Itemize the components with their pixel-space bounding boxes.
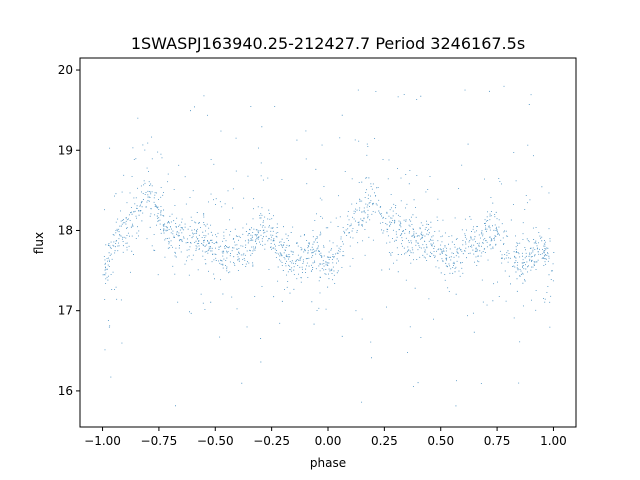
x-axis-label: phase bbox=[310, 456, 346, 470]
x-tick-label: −0.25 bbox=[253, 434, 290, 448]
y-tick-label: 20 bbox=[58, 63, 73, 77]
y-axis-label: flux bbox=[32, 232, 46, 254]
chart-title: 1SWASPJ163940.25-212427.7 Period 3246167… bbox=[131, 34, 525, 53]
x-tick-label: 0.00 bbox=[315, 434, 342, 448]
y-tick-label: 18 bbox=[58, 223, 73, 237]
x-axis-ticks: −1.00 −0.75 −0.50 −0.25 0.00 0.25 0.50 0.75 1.00 bbox=[84, 427, 567, 448]
scatter-points bbox=[102, 85, 555, 407]
x-tick-label: −0.75 bbox=[141, 434, 178, 448]
x-tick-label: 0.75 bbox=[484, 434, 511, 448]
x-tick-label: −1.00 bbox=[84, 434, 121, 448]
y-tick-label: 17 bbox=[58, 304, 73, 318]
x-tick-label: −0.50 bbox=[197, 434, 234, 448]
data-points bbox=[102, 85, 555, 407]
x-tick-label: 0.25 bbox=[371, 434, 398, 448]
x-tick-label: 0.50 bbox=[427, 434, 454, 448]
x-tick-label: 1.00 bbox=[540, 434, 567, 448]
y-axis-ticks: 16 17 18 19 20 bbox=[58, 63, 80, 398]
y-tick-label: 16 bbox=[58, 384, 73, 398]
y-tick-label: 19 bbox=[58, 143, 73, 157]
